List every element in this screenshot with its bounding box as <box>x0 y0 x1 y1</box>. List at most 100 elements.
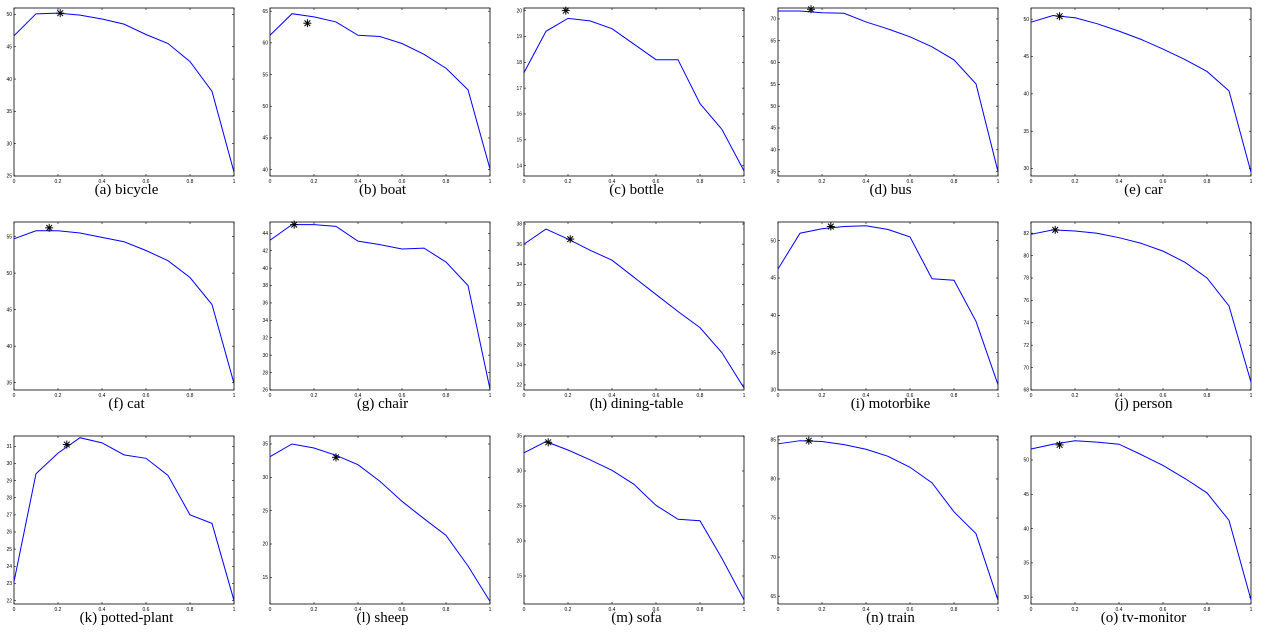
star-marker <box>544 438 553 447</box>
series-line <box>778 10 999 172</box>
panel-caption: (g) chair <box>356 396 409 412</box>
line-chart: 0 0.2 0.4 0.6 0.8 1 65 70 75 80 85 <box>770 435 1000 613</box>
y-tick-label: 38 <box>262 283 268 289</box>
line-chart: 0 0.2 0.4 0.6 0.8 1 40 45 50 55 60 65 <box>262 7 492 185</box>
y-tick-label: 65 <box>262 9 268 15</box>
chart-panel: 0 0.2 0.4 0.6 0.8 1 30 35 40 45 50 (e) car <box>1017 0 1269 213</box>
y-tick-label: 35 <box>770 169 776 175</box>
x-tick-label: 0.4 <box>355 607 362 613</box>
y-tick-label: 30 <box>1023 595 1029 601</box>
y-tick-label: 18 <box>516 60 522 66</box>
x-tick-label: 0.2 <box>311 607 318 613</box>
plot-frame <box>13 7 235 177</box>
y-tick-label: 28 <box>6 495 12 501</box>
x-tick-label: 0 <box>777 179 780 185</box>
star-marker <box>1051 225 1060 234</box>
line-chart: 0 0.2 0.4 0.6 0.8 1 30 35 40 45 50 <box>1023 435 1253 613</box>
y-tick-label: 45 <box>770 276 776 282</box>
panel-caption: (i) motorbike <box>850 396 931 412</box>
x-tick-label: 0 <box>13 393 16 399</box>
y-tick-label: 65 <box>770 38 776 44</box>
star-marker <box>332 453 340 462</box>
x-tick-label: 0 <box>777 607 780 613</box>
x-tick-label: 0.2 <box>565 393 572 399</box>
series-line <box>269 443 491 602</box>
star-marker <box>804 436 813 445</box>
x-tick-label: 0.2 <box>311 179 318 185</box>
y-tick-label: 15 <box>516 574 522 580</box>
y-tick-label: 78 <box>1023 276 1029 282</box>
y-tick-label: 40 <box>6 344 12 350</box>
x-tick-label: 0.4 <box>863 393 870 399</box>
x-tick-label: 0.8 <box>1204 607 1211 613</box>
x-tick-label: 0 <box>269 179 272 185</box>
x-tick-label: 0.2 <box>819 393 826 399</box>
x-tick-label: 0.4 <box>355 179 362 185</box>
x-tick-label: 1 <box>743 179 746 185</box>
x-tick-label: 1 <box>997 179 1000 185</box>
y-tick-label: 45 <box>262 136 268 142</box>
x-tick-label: 1 <box>489 607 492 613</box>
x-tick-label: 0.2 <box>311 393 318 399</box>
y-tick-label: 19 <box>516 34 522 40</box>
line-chart: 0 0.2 0.4 0.6 0.8 1 35 40 45 50 55 60 65 70 <box>770 5 1000 185</box>
panel-caption: (e) car <box>1124 182 1163 198</box>
y-tick-label: 50 <box>1023 458 1029 464</box>
y-tick-label: 25 <box>6 174 12 180</box>
x-tick-label: 0.2 <box>55 179 62 185</box>
y-tick-label: 40 <box>262 266 268 272</box>
x-tick-label: 0 <box>13 607 16 613</box>
x-tick-label: 0.2 <box>565 179 572 185</box>
y-tick-label: 40 <box>1023 526 1029 532</box>
x-tick-label: 0.4 <box>99 393 106 399</box>
y-tick-label: 50 <box>1023 17 1029 23</box>
y-tick-label: 76 <box>1023 298 1029 304</box>
x-tick-label: 0.6 <box>143 607 150 613</box>
series-line <box>269 224 491 390</box>
y-tick-label: 50 <box>770 104 776 110</box>
x-tick-label: 0.2 <box>819 179 826 185</box>
line-chart: 0 0.2 0.4 0.6 0.8 1 22 24 26 28 30 32 34 36 38 <box>516 221 746 399</box>
y-tick-label: 70 <box>770 555 776 561</box>
y-tick-label: 55 <box>6 234 12 240</box>
x-tick-label: 0.2 <box>55 607 62 613</box>
x-tick-label: 0 <box>523 393 526 399</box>
chart-panel: 0 0.2 0.4 0.6 0.8 1 14 15 16 17 18 19 20 (c) bottle <box>510 0 763 213</box>
star-marker <box>1055 440 1064 449</box>
x-tick-label: 0 <box>269 607 272 613</box>
line-chart: 0 0.2 0.4 0.6 0.8 1 35 40 45 50 55 <box>6 221 236 399</box>
y-tick-label: 27 <box>6 513 12 519</box>
y-tick-label: 40 <box>6 77 12 83</box>
x-tick-label: 0.2 <box>565 607 572 613</box>
x-tick-label: 1 <box>1250 179 1253 185</box>
plot-frame <box>1030 435 1252 605</box>
x-tick-label: 1 <box>1250 393 1253 399</box>
x-tick-label: 0 <box>1030 179 1033 185</box>
y-tick-label: 50 <box>262 104 268 110</box>
x-tick-label: 1 <box>489 393 492 399</box>
x-tick-label: 0.4 <box>609 393 616 399</box>
chart-panel: 0 0.2 0.4 0.6 0.8 1 15 20 25 30 35 (m) sofa <box>510 428 763 641</box>
y-tick-label: 44 <box>262 231 268 237</box>
plot-frame <box>13 221 235 391</box>
x-tick-label: 1 <box>743 607 746 613</box>
line-chart: 0 0.2 0.4 0.6 0.8 1 25 30 35 40 45 50 <box>6 7 236 185</box>
star-marker <box>826 222 835 231</box>
y-tick-label: 36 <box>262 301 268 307</box>
chart-panel: 0 0.2 0.4 0.6 0.8 1 35 40 45 50 55 (f) cat <box>0 214 253 427</box>
y-tick-label: 24 <box>6 564 12 570</box>
plot-frame <box>523 435 745 605</box>
series-line <box>13 230 235 384</box>
panel-caption: (h) dining-table <box>589 396 684 412</box>
plot-frame <box>523 221 745 391</box>
x-tick-label: 0.2 <box>55 393 62 399</box>
chart-panel: 0 0.2 0.4 0.6 0.8 1 65 70 75 80 85 (n) train <box>764 428 1017 641</box>
star-marker <box>290 220 299 229</box>
x-tick-label: 0.6 <box>907 607 914 613</box>
y-tick-label: 82 <box>1023 231 1029 237</box>
series-line <box>13 437 235 601</box>
y-tick-label: 35 <box>770 350 776 356</box>
series-line <box>523 441 745 601</box>
y-tick-label: 20 <box>516 8 522 14</box>
star-marker <box>566 235 575 244</box>
